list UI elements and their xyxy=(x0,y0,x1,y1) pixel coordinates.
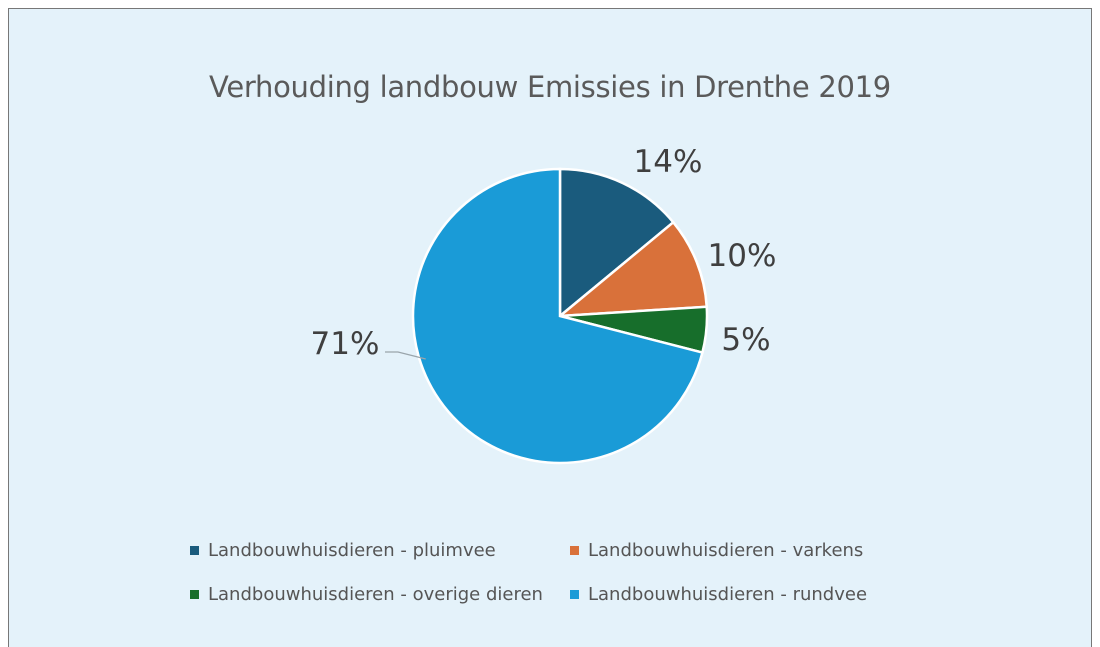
pie-slice-pluimvee xyxy=(558,167,676,319)
data-label-overige: 5% xyxy=(721,322,770,358)
legend-swatch-overige xyxy=(190,589,199,599)
data-label-pluimvee: 14% xyxy=(634,144,703,180)
legend-swatch-pluimvee xyxy=(190,545,199,555)
legend-item-pluimvee: Landbouwhuisdieren - pluimvee xyxy=(190,540,570,561)
legend-item-rundvee: Landbouwhuisdieren - rundvee xyxy=(570,584,867,605)
leader-line-rundvee xyxy=(385,351,426,360)
legend-label-pluimvee: Landbouwhuisdieren - pluimvee xyxy=(208,539,496,561)
legend-item-overige: Landbouwhuisdieren - overige dieren xyxy=(190,584,570,605)
pie-slice-varkens xyxy=(556,220,709,318)
chart-title: Verhouding landbouw Emissies in Drenthe … xyxy=(209,70,891,104)
pie-slice-rundvee xyxy=(411,167,704,465)
legend-swatch-rundvee xyxy=(570,589,579,599)
legend-label-overige: Landbouwhuisdieren - overige dieren xyxy=(208,583,543,605)
legend-label-varkens: Landbouwhuisdieren - varkens xyxy=(588,539,864,561)
legend-label-rundvee: Landbouwhuisdieren - rundvee xyxy=(588,583,868,605)
legend-item-varkens: Landbouwhuisdieren - varkens xyxy=(570,540,863,561)
legend: Landbouwhuisdieren - pluimvee Landbouwhu… xyxy=(190,528,950,616)
data-label-varkens: 10% xyxy=(708,238,777,274)
data-label-rundvee: 71% xyxy=(311,326,380,362)
legend-swatch-varkens xyxy=(570,545,579,555)
